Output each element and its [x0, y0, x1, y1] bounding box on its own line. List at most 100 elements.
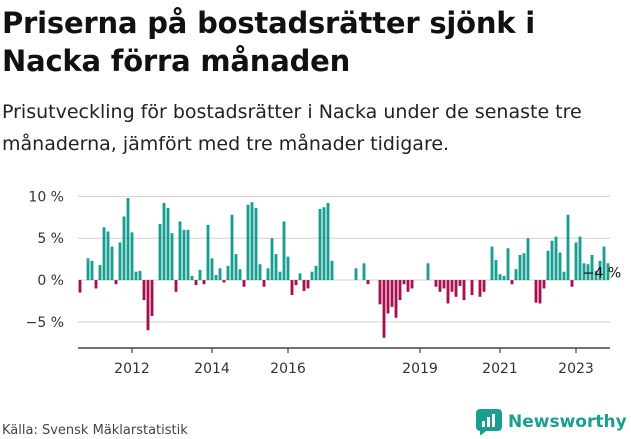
bar [398, 280, 402, 301]
bar [250, 202, 254, 281]
bar [458, 280, 462, 286]
bar [362, 263, 366, 281]
bar [570, 280, 574, 287]
bar [586, 264, 590, 281]
bar [302, 280, 306, 291]
bar [426, 263, 430, 281]
bar [102, 227, 106, 281]
bar [410, 280, 414, 289]
bar [278, 271, 282, 281]
bar [510, 280, 514, 285]
y-tick-label: 5 % [37, 231, 64, 247]
bar [286, 256, 290, 281]
bar [482, 280, 486, 292]
bar [186, 229, 190, 281]
bar [478, 280, 482, 297]
bar [574, 242, 578, 281]
bar [146, 280, 150, 331]
x-tick-label: 2019 [402, 361, 438, 377]
bar [230, 214, 234, 281]
bar [282, 221, 286, 281]
bar [130, 232, 134, 281]
bar [518, 254, 522, 281]
bar [366, 280, 370, 285]
bar [162, 203, 166, 281]
bar [438, 280, 442, 292]
bar [382, 280, 386, 338]
bar [262, 280, 266, 287]
bar-chart: 10 % 5 % 0 % −5 % 2012 2014 2016 2019 2021 2023 −4… [26, 189, 622, 377]
bar [194, 280, 198, 286]
bar [566, 214, 570, 281]
x-tick-label: 2012 [114, 361, 150, 377]
x-tick-label: 2023 [558, 361, 594, 377]
bar [354, 268, 358, 281]
bar [202, 280, 206, 285]
bar [294, 280, 298, 286]
bar [238, 269, 242, 281]
bar [222, 280, 226, 283]
bar [562, 271, 566, 281]
chart-subtitle: Prisutveckling för bostadsrätter i Nacka… [2, 101, 582, 155]
bar [386, 280, 390, 314]
bar [158, 223, 162, 281]
bar [590, 254, 594, 281]
bar [114, 280, 118, 285]
bar [198, 270, 202, 281]
bar [550, 240, 554, 281]
bar [86, 258, 90, 281]
bar [166, 208, 170, 281]
bar [246, 204, 250, 281]
bar [446, 280, 450, 304]
bar [122, 216, 126, 281]
bar [394, 280, 398, 318]
bar [390, 280, 394, 307]
bar [538, 280, 542, 304]
bar [598, 260, 602, 281]
newsworthy-chart-icon [476, 409, 502, 435]
bar [406, 280, 410, 292]
bar [502, 275, 506, 281]
bar [210, 258, 214, 281]
bar [258, 264, 262, 281]
bar [506, 248, 510, 281]
bar [266, 268, 270, 281]
bar [378, 280, 382, 305]
last-value-label: −4 % [583, 265, 621, 281]
source-text: Källa: Svensk Mäklarstatistik [2, 423, 188, 438]
bar [142, 280, 146, 301]
y-tick-label: −5 % [26, 315, 64, 331]
bar [498, 274, 502, 281]
bar [330, 260, 334, 281]
bar [94, 280, 98, 289]
bar [582, 263, 586, 281]
bar [190, 275, 194, 281]
bar [290, 280, 294, 296]
bar [310, 271, 314, 281]
bar [442, 280, 446, 289]
bar [118, 242, 122, 281]
bar [514, 269, 518, 281]
bar [274, 254, 278, 281]
bar [546, 250, 550, 281]
bar [206, 224, 210, 281]
bar [170, 233, 174, 281]
bar [234, 254, 238, 281]
bar [602, 246, 606, 281]
bar [218, 268, 222, 281]
y-tick-label: 0 % [37, 273, 64, 289]
bar [138, 270, 142, 281]
bar [558, 252, 562, 281]
bar [214, 275, 218, 281]
bar [326, 203, 330, 281]
bar [270, 238, 274, 281]
bar [450, 280, 454, 292]
brand-name: Newsworthy [508, 412, 627, 432]
chart-title: Priserna på bostadsrätter sjönk i Nacka … [2, 6, 536, 78]
bar [106, 231, 110, 281]
bar [306, 280, 310, 289]
y-tick-label: 10 % [28, 189, 64, 205]
bar [242, 280, 246, 287]
bar [90, 260, 94, 281]
bar [150, 280, 154, 317]
